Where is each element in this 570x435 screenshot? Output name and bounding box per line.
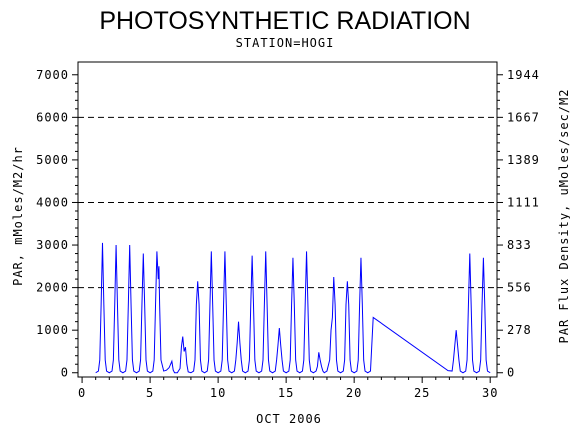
y2-tick-label: 1389 bbox=[507, 153, 540, 167]
grid-layer bbox=[78, 116, 497, 289]
y-tick-label: 1000 bbox=[36, 323, 69, 337]
x-tick-label: 10 bbox=[210, 386, 226, 400]
series-layer bbox=[95, 242, 491, 374]
plot-frame bbox=[77, 61, 498, 378]
x-tick-label: 30 bbox=[482, 386, 498, 400]
y2-tick-label: 1111 bbox=[507, 195, 540, 209]
y-tick-label: 0 bbox=[61, 366, 69, 380]
y2-tick-label: 833 bbox=[507, 238, 532, 252]
y2-tick-label: 0 bbox=[507, 366, 515, 380]
y-tick-label: 5000 bbox=[36, 153, 69, 167]
y-tick-label: 4000 bbox=[36, 195, 69, 209]
y2-tick-label: 556 bbox=[507, 281, 532, 295]
x-tick-label: 0 bbox=[78, 386, 86, 400]
x-tick-label: 20 bbox=[346, 386, 362, 400]
y-tick-label: 6000 bbox=[36, 110, 69, 124]
x-tick-label: 25 bbox=[414, 386, 430, 400]
x-tick-label: 15 bbox=[278, 386, 294, 400]
y-tick-label: 7000 bbox=[36, 68, 69, 82]
y2-axis-label: PAR Flux Density, uMoles/sec/M2 bbox=[557, 89, 570, 344]
y-tick-label: 3000 bbox=[36, 238, 69, 252]
series-line-par bbox=[95, 242, 491, 374]
x-axis-label: OCT 2006 bbox=[256, 412, 322, 426]
y-tick-label: 2000 bbox=[36, 281, 69, 295]
chart-subtitle: STATION=HOGI bbox=[236, 36, 335, 50]
chart-title: PHOTOSYNTHETIC RADIATION bbox=[99, 7, 470, 35]
x-tick-label: 5 bbox=[146, 386, 154, 400]
y2-tick-label: 278 bbox=[507, 323, 532, 337]
y2-tick-label: 1667 bbox=[507, 110, 540, 124]
y2-tick-label: 1944 bbox=[507, 68, 540, 82]
y-axis-label: PAR, mMoles/M2/hr bbox=[11, 146, 25, 286]
